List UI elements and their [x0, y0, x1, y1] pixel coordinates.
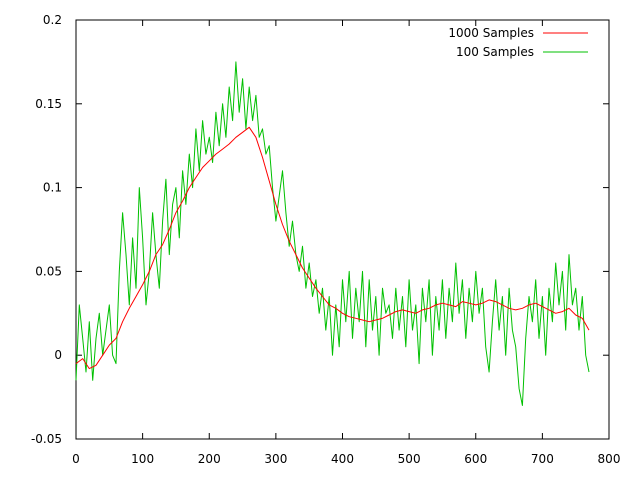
axis-ticks: [75, 19, 610, 440]
y-tick-label: 0.15: [35, 97, 62, 111]
y-tick-label: 0: [54, 348, 62, 362]
y-tick-label: 0.2: [43, 13, 62, 27]
series-line-1000-samples: [75, 126, 590, 370]
legend: 1000 Samples 100 Samples: [448, 26, 588, 59]
x-tick-label: 500: [398, 452, 421, 466]
y-axis-tick-labels: -0.05 0 0.05 0.1 0.15 0.2: [31, 13, 62, 446]
plot-frame: [75, 19, 610, 440]
x-axis-tick-labels: 0 100 200 300 400 500 600 700 800: [72, 452, 620, 466]
y-tick-label: -0.05: [31, 432, 62, 446]
x-tick-label: 300: [264, 452, 287, 466]
x-tick-label: 600: [464, 452, 487, 466]
series-line-100-samples: [75, 61, 590, 406]
x-tick-label: 400: [331, 452, 354, 466]
legend-label-1000-samples: 1000 Samples: [448, 26, 534, 40]
legend-label-100-samples: 100 Samples: [456, 45, 534, 59]
x-tick-label: 700: [531, 452, 554, 466]
series-lines: [75, 61, 590, 406]
y-tick-label: 0.1: [43, 181, 62, 195]
y-tick-label: 0.05: [35, 264, 62, 278]
x-tick-label: 800: [598, 452, 621, 466]
x-tick-label: 100: [131, 452, 154, 466]
x-tick-label: 200: [198, 452, 221, 466]
x-tick-label: 0: [72, 452, 80, 466]
